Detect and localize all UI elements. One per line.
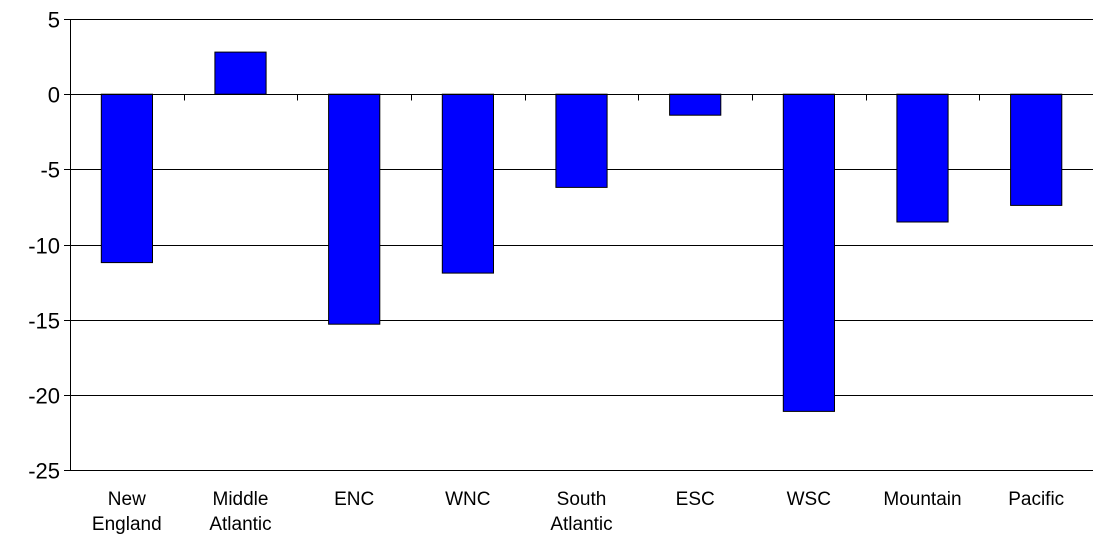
y-tick-label: -10 (28, 234, 60, 259)
y-tick-label: 0 (48, 83, 60, 108)
x-category-label: WSC (787, 489, 831, 510)
y-tick-label: -25 (28, 459, 60, 484)
x-category-label: England (92, 514, 162, 535)
y-tick-label: 5 (48, 8, 60, 33)
bar (896, 93, 949, 223)
x-category-label: Atlantic (209, 514, 271, 535)
bar (1010, 93, 1063, 206)
x-category-label: Mountain (883, 489, 961, 510)
y-tick-label: -5 (40, 158, 60, 183)
x-category-label: New (108, 489, 146, 510)
bar (441, 93, 494, 274)
y-tick-label: -20 (28, 384, 60, 409)
bars (100, 51, 1063, 412)
x-category-label: WNC (445, 489, 490, 510)
bar (669, 93, 722, 116)
labels: 5 0 -5 -10 -15 -20 -25 New England Middle Atlantic… (28, 8, 1064, 536)
y-tick-label: -15 (28, 309, 60, 334)
x-category-label: South (557, 489, 607, 510)
bar (214, 51, 267, 95)
bar (555, 93, 608, 188)
axes (64, 19, 1093, 471)
x-category-label: Middle (213, 489, 269, 510)
bar (100, 93, 154, 264)
x-category-label: ENC (334, 489, 374, 510)
x-category-label: Pacific (1008, 489, 1064, 510)
bar (328, 93, 381, 325)
x-category-label: Atlantic (550, 514, 612, 535)
bar (782, 93, 835, 412)
x-category-label: ESC (676, 489, 715, 510)
